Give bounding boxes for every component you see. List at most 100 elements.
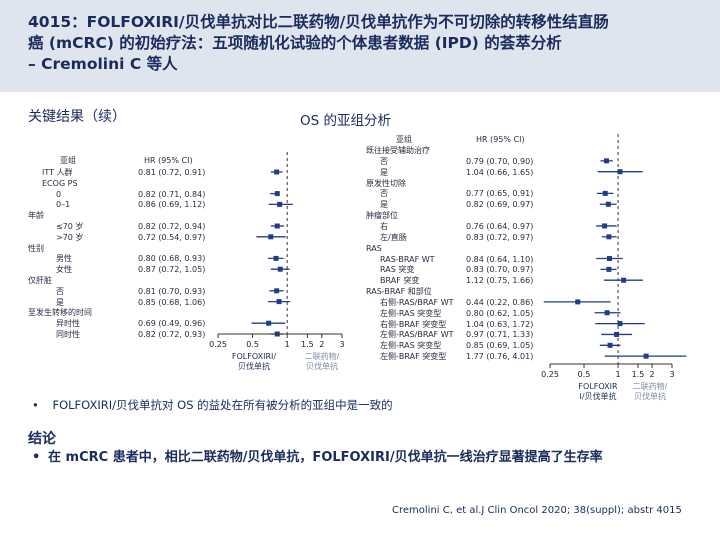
subgroup-label: 异时性 [56,319,80,329]
subgroup-label: 左侧-RAS 突变型 [380,341,442,351]
subgroup-label: 否 [380,189,388,199]
subgroup-label: RAS-BRAF 和部位 [366,287,432,297]
hr-point [607,342,613,348]
hr-ci-value: 0.77 (0.65, 0.91) [466,189,534,199]
title-line-2: 癌 (mCRC) 的初始疗法：五项随机化试验的个体患者数据 (IPD) 的荟萃分… [28,34,562,52]
hr-ci-value: 1.04 (0.66, 1.65) [466,167,534,177]
hr-point [602,223,608,229]
hr-point [605,201,611,207]
hr-ci-value: 0.82 (0.69, 0.97) [466,200,534,210]
x-tick-label: 0.25 [209,340,227,349]
subgroup-label: 右 [380,221,388,231]
hr-point [273,255,279,261]
hr-ci-value: 0.82 (0.72, 0.94) [138,222,206,231]
x-tick-label: 1.5 [632,370,645,379]
subgroup-label: RAS 突变 [380,265,415,275]
subgroup-label: 否 [56,286,64,296]
subgroup-label: 右侧-BRAF 突变型 [380,319,447,329]
hr-ci-value: 0.83 (0.70, 0.97) [466,265,534,275]
hr-point [643,353,649,359]
key-results-heading: 关键结果（续） [28,109,126,125]
hr-point [575,299,581,305]
hr-point [266,320,272,326]
citation: Cremolini C, et al.J Clin Oncol 2020; 38… [392,505,682,516]
conclusion-body: • 在 mCRC 患者中，相比二联药物/贝伐单抗，FOLFOXIRI/贝伐单抗一… [32,448,692,468]
hr-point [277,201,283,207]
os-subgroup-heading: OS 的亚组分析 [300,113,391,129]
hr-point [606,266,612,272]
subgroup-label: 既往接受辅助治疗 [366,146,430,155]
x-tick-label: 3 [669,370,674,379]
favours-left-label: FOLFOXIR [578,382,618,391]
subgroup-label: 是 [380,200,388,210]
hr-ci-value: 1.12 (0.75, 1.66) [466,276,534,286]
subgroup-label: 0–1 [56,200,71,210]
hr-ci-value: 0.85 (0.69, 1.05) [466,341,534,351]
subgroup-label: ITT 人群 [42,168,73,177]
subgroup-label: ≤70 岁 [56,222,84,231]
subgroup-label: 原发性切除 [366,178,406,188]
hr-point [617,321,623,327]
hr-ci-value: 0.79 (0.70, 0.90) [466,156,534,166]
x-tick-label: 2 [650,370,655,379]
hr-ci-value: 1.77 (0.76, 4.01) [466,352,534,362]
subgroup-label: 同时性 [56,330,80,339]
hr-point [268,234,274,240]
subgroup-label: >70 岁 [56,232,84,242]
hr-point [276,299,282,305]
subgroup-label: 左/直肠 [380,232,407,242]
left-col-hr-header: HR (95% CI) [144,156,193,165]
x-tick-label: 0.5 [246,340,259,349]
title-line-1: 4015：FOLFOXIRI/贝伐单抗对比二联药物/贝伐单抗作为不可切除的转移性… [28,13,609,31]
subgroup-label: 是 [56,297,64,307]
right-forest-plot: 亚组 HR (95% CI) 既往接受辅助治疗否 0.79 (0.70, 0.90… [360,128,720,408]
x-tick-label: 2 [319,340,324,349]
title-line-3: – Cremolini C 等人 [28,55,178,73]
hr-ci-value: 0.82 (0.72, 0.93) [138,330,206,339]
bullet-symbol: • [32,398,39,412]
hr-ci-value: 0.80 (0.62, 1.05) [466,308,534,318]
subgroup-label: 左侧-BRAF 突变型 [380,352,447,362]
hr-ci-value: 0.84 (0.64, 1.10) [466,254,534,264]
favours-left-label: 贝伐单抗 [238,361,270,371]
hr-point [602,190,608,196]
subgroup-label: 左侧-RAS/BRAF WT [380,330,454,340]
favours-right-label: 贝伐单抗 [306,361,338,371]
hr-ci-value: 0.44 (0.22, 0.86) [466,297,534,307]
hr-ci-value: 0.69 (0.49, 0.96) [138,319,206,329]
subgroup-label: 至发生转移的时间 [28,308,92,318]
hr-point [606,234,612,240]
x-tick-label: 0.5 [578,370,591,379]
x-tick-label: 3 [339,340,344,349]
hr-point [607,256,613,261]
favours-right-label: 二联药物/ [633,381,668,391]
conclusion-text: 在 mCRC 患者中，相比二联药物/贝伐单抗，FOLFOXIRI/贝伐单抗一线治… [48,450,603,465]
hr-point [604,310,610,316]
hr-ci-value: 0.85 (0.68, 1.06) [138,297,206,307]
hr-point [617,169,623,175]
hr-ci-value: 0.72 (0.54, 0.97) [138,232,206,242]
hr-point [274,191,280,197]
subgroup-label: RAS [366,243,382,253]
left-col-subgroup-header: 亚组 [60,156,76,165]
subgroup-label: 是 [380,167,388,177]
hr-ci-value: 0.97 (0.71, 1.33) [466,330,534,340]
x-tick-label: 1 [285,340,290,349]
hr-ci-value: 0.80 (0.68, 0.93) [138,254,206,264]
finding-bullet: • FOLFOXIRI/贝伐单抗对 OS 的益处在所有被分析的亚组中是一致的 [32,397,393,413]
right-col-hr-header: HR (95% CI) [476,135,525,144]
favours-left-label: I/贝伐单抗 [579,391,616,401]
favours-right-label: 二联药物/ [305,351,340,361]
subgroup-label: 女性 [56,265,72,275]
x-tick-label: 1.5 [301,340,314,349]
subgroup-label: 右侧-RAS/BRAF WT [380,297,454,307]
page-title: 4015：FOLFOXIRI/贝伐单抗对比二联药物/贝伐单抗作为不可切除的转移性… [28,12,698,75]
subgroup-label: RAS-BRAF WT [380,254,435,264]
subgroup-label: BRAF 突变 [380,276,420,286]
hr-point [274,223,280,229]
header-banner [0,0,720,92]
hr-ci-value: 0.81 (0.70, 0.93) [138,286,206,296]
favours-left-label: FOLFOXIRI/ [232,352,277,361]
subgroup-label: 0 [56,189,62,199]
